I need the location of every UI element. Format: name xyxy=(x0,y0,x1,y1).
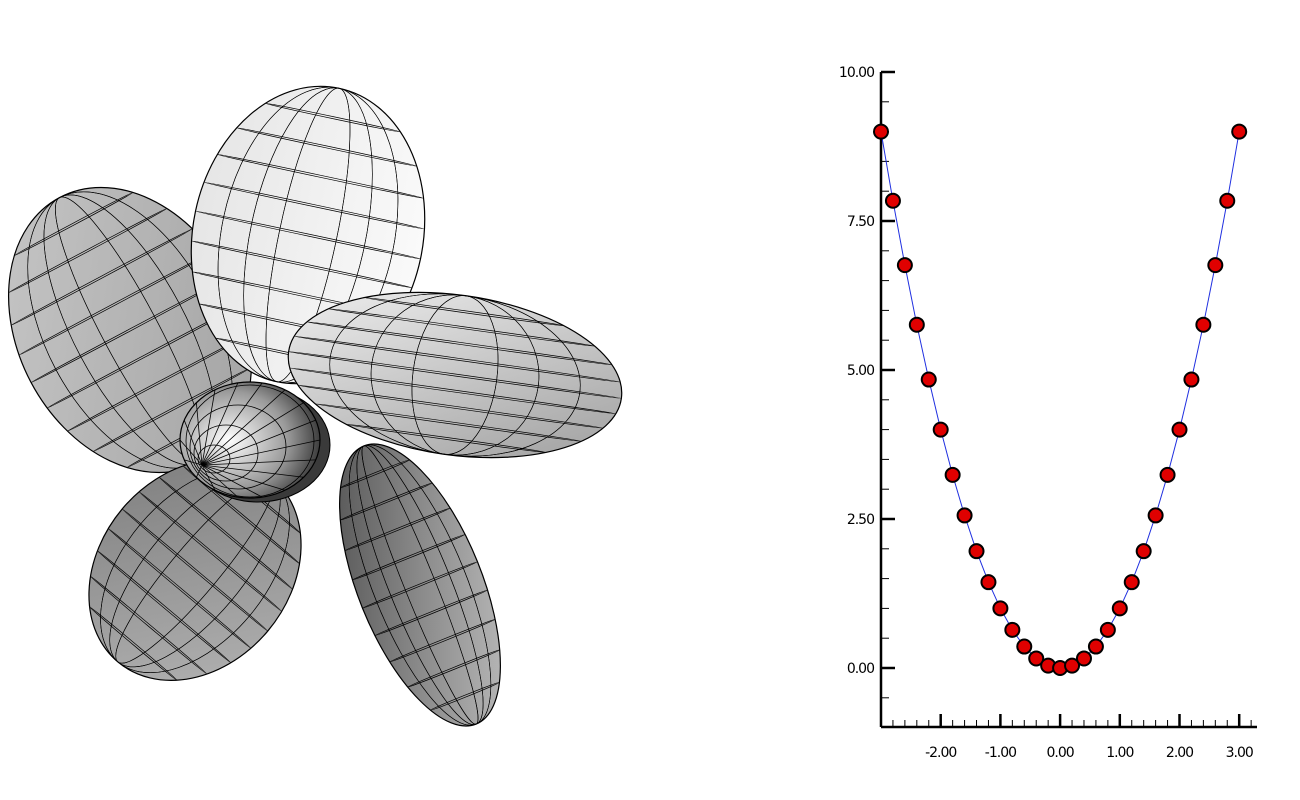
x-tick-label: 3.00 xyxy=(1226,745,1253,761)
data-point xyxy=(1123,574,1140,591)
data-point xyxy=(873,123,889,140)
chart-axes: 0.00 2.50 5.00 7.50 10.00 -2.00 -1.00 0.00 1.00 2… xyxy=(839,65,1257,761)
blade-right xyxy=(287,291,623,459)
data-point xyxy=(1159,466,1176,483)
data-point xyxy=(1028,650,1045,667)
data-point xyxy=(932,421,949,438)
series-markers xyxy=(873,123,1248,676)
propeller-hub xyxy=(179,381,331,503)
y-tick-label: 0.00 xyxy=(847,661,874,677)
data-point xyxy=(1219,192,1236,209)
data-point xyxy=(1207,257,1224,274)
data-point xyxy=(1231,123,1248,140)
data-point xyxy=(1171,421,1188,438)
data-point xyxy=(980,574,997,591)
data-point xyxy=(884,192,901,209)
data-point xyxy=(1087,638,1104,655)
propeller-3d-render xyxy=(7,85,623,727)
data-point xyxy=(944,466,961,483)
data-point xyxy=(908,316,925,333)
x-tick-label: 0.00 xyxy=(1047,745,1074,761)
data-point xyxy=(1075,650,1092,667)
blade-lower-right xyxy=(339,443,501,727)
y-tick-label: 7.50 xyxy=(847,214,874,230)
x-tick-label: 1.00 xyxy=(1106,745,1133,761)
data-point xyxy=(896,257,913,274)
x-tick-label: 2.00 xyxy=(1166,745,1193,761)
data-point xyxy=(1004,621,1021,638)
data-point xyxy=(992,600,1009,617)
y-tick-label: 2.50 xyxy=(847,512,874,528)
data-point xyxy=(968,543,985,560)
data-point xyxy=(1111,600,1128,617)
data-point xyxy=(1195,316,1212,333)
data-point xyxy=(1016,638,1033,655)
data-point xyxy=(1099,621,1116,638)
data-point xyxy=(1064,657,1081,674)
data-point xyxy=(956,507,973,524)
x-tick-label: -1.00 xyxy=(985,745,1016,761)
x-tick-label: -2.00 xyxy=(925,745,956,761)
data-point xyxy=(1183,371,1200,388)
series-line xyxy=(880,131,1240,669)
y-tick-label: 10.00 xyxy=(839,65,874,81)
y-tick-label: 5.00 xyxy=(847,363,874,379)
data-point xyxy=(1135,543,1152,560)
data-point xyxy=(1147,507,1164,524)
data-point xyxy=(920,371,937,388)
